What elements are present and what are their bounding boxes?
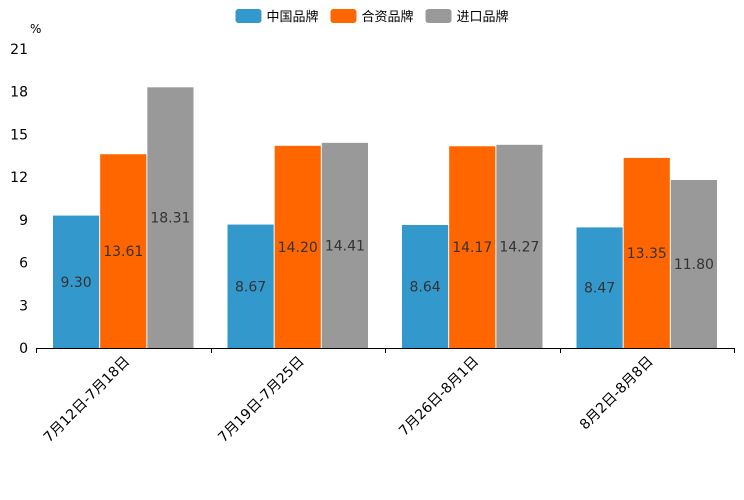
y-tick-label: 18: [10, 85, 28, 101]
y-tick-label: 15: [10, 127, 28, 143]
data-label: 9.30: [60, 275, 91, 291]
data-label: 14.20: [278, 240, 318, 256]
y-tick-label: 6: [19, 256, 28, 272]
bar-2-4: [623, 157, 670, 348]
y-axis-unit-label: %: [30, 22, 41, 36]
bar-1-4: [576, 227, 623, 348]
y-tick-label: 3: [19, 298, 28, 314]
legend-item: 中国品牌: [235, 9, 318, 25]
bar-2-2: [274, 145, 321, 348]
bars-group: [53, 87, 717, 348]
data-label: 14.27: [499, 239, 539, 255]
legend-item: 合资品牌: [330, 9, 414, 25]
bar-1-1: [53, 215, 100, 348]
legend-swatch: [330, 9, 357, 23]
data-label: 8.47: [584, 281, 615, 297]
y-tick-label: 9: [19, 213, 28, 229]
bar-3-1: [147, 87, 194, 348]
legend-swatch: [235, 9, 262, 23]
legend-label: 进口品牌: [457, 9, 509, 25]
data-label: 13.61: [103, 244, 143, 260]
data-label: 8.67: [235, 279, 266, 295]
legend-label: 合资品牌: [361, 9, 413, 25]
y-tick-label: 21: [10, 42, 28, 58]
legend-label: 中国品牌: [266, 9, 318, 25]
bar-1-2: [227, 224, 274, 348]
bar-3-4: [670, 179, 717, 348]
bar-2-1: [100, 154, 147, 348]
x-category-label: 7月26日-8月1日: [396, 354, 482, 440]
bar-3-3: [496, 144, 543, 348]
data-label: 18.31: [150, 211, 190, 227]
data-label: 14.17: [452, 240, 492, 256]
x-category-label: 7月19日-7月25日: [215, 354, 307, 446]
legend-swatch: [425, 9, 452, 23]
x-category-label: 7月12日-7月18日: [41, 354, 133, 446]
x-category-label: 8月2日-8月8日: [577, 354, 657, 434]
data-label: 8.64: [409, 279, 440, 295]
bar-2-3: [449, 146, 496, 348]
data-label: 11.80: [674, 257, 714, 273]
y-axis-ticks: 0 3 6 9 12 15 18 21: [10, 42, 28, 357]
legend-item: 进口品牌: [425, 9, 509, 25]
bar-3-2: [321, 142, 368, 348]
data-label: 13.35: [627, 246, 667, 262]
x-axis: 7月12日-7月18日 7月19日-7月25日 7月26日-8月1日 8月2日-8月8…: [36, 348, 735, 446]
y-tick-label: 12: [10, 170, 28, 186]
data-labels-group: 9.30 13.61 18.31 8.67 14.20 14.41 8.64 14.17 14.…: [60, 211, 713, 297]
y-tick-label: 0: [19, 341, 28, 357]
data-label: 14.41: [325, 238, 365, 254]
bar-1-3: [402, 224, 449, 348]
legend: 中国品牌 合资品牌 进口品牌: [235, 9, 509, 25]
